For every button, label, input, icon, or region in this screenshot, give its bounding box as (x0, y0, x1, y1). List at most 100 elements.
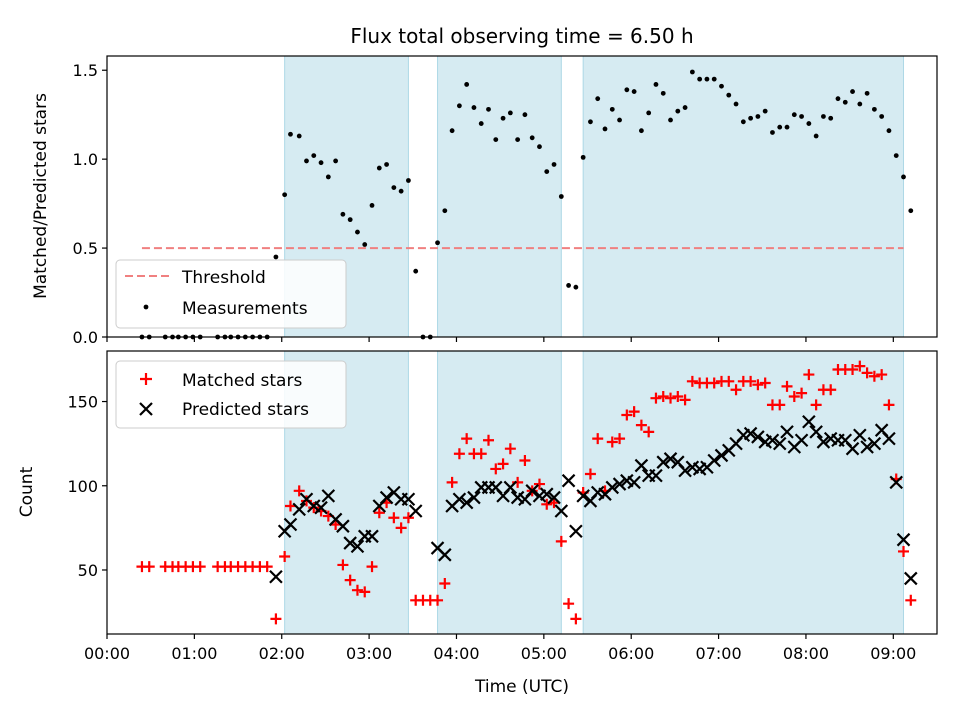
measurement-point (580, 154, 586, 160)
predicted-star-point (816, 435, 831, 449)
matched-star-point (366, 561, 378, 573)
measurement-point (471, 105, 477, 110)
measurement-point (311, 153, 317, 158)
observing-interval (582, 55, 905, 338)
matched-star-point (592, 433, 604, 445)
matched-star-point (759, 377, 771, 389)
matched-star-point (261, 561, 273, 573)
measurement-point (871, 106, 877, 112)
matched-star-point (504, 443, 516, 455)
matched-star-point (745, 375, 757, 387)
predicted-star-point (780, 425, 794, 439)
count-y-label: Count (17, 466, 37, 517)
matched-star-point (270, 613, 282, 625)
predicted-star-point (896, 532, 911, 547)
predicted-star-point (569, 524, 583, 539)
measurement-point (369, 202, 375, 208)
measurement-point (376, 165, 382, 171)
predicted-star-point (612, 477, 627, 491)
legend-threshold-label: Threshold (181, 268, 266, 288)
x-tick-label: 09:00 (870, 644, 916, 663)
measurement-point (273, 254, 279, 260)
matched-star-point (672, 390, 684, 402)
matched-star-point (606, 436, 618, 448)
y-tick-label: 50 (78, 561, 98, 580)
predicted-star-point (605, 480, 620, 495)
measurement-point (828, 115, 834, 121)
matched-star-point (621, 409, 633, 421)
matched-star-point (868, 370, 880, 382)
measurement-point (384, 162, 389, 167)
measurement-point (813, 133, 819, 139)
measurement-point (318, 160, 324, 166)
predicted-star-point (707, 453, 721, 468)
measurement-point (740, 119, 746, 125)
x-tick-label: 00:00 (84, 644, 130, 663)
measurement-point (304, 158, 309, 164)
ratio-y-axis: 0.0 0.5 1.0 1.5 (73, 61, 107, 347)
measurement-point (711, 76, 717, 82)
matched-star-point (665, 392, 677, 404)
matched-star-point (519, 454, 531, 466)
matched-star-point (730, 384, 742, 396)
legend-predicted-label: Predicted stars (182, 400, 309, 420)
measurement-point (486, 106, 491, 112)
predicted-star-point (656, 455, 671, 469)
matched-star-point (308, 502, 320, 514)
measurement-point (726, 92, 732, 98)
predicted-stars-series (269, 414, 918, 586)
predicted-star-point (765, 433, 780, 448)
measurement-point (857, 101, 863, 107)
matched-star-point (883, 399, 895, 411)
predicted-star-point (539, 487, 554, 501)
observing-interval (437, 55, 562, 338)
measurement-point (850, 89, 855, 94)
observing-intervals (284, 55, 905, 338)
y-tick-label: 0.5 (73, 239, 98, 258)
count-x-axis: 00:00 01:00 02:00 03:00 04:00 05:00 06:00 07:00… (84, 634, 916, 663)
measurement-point (901, 174, 906, 180)
measurement-point (886, 128, 892, 134)
measurement-point (806, 121, 812, 126)
matched-star-point (284, 500, 296, 512)
measurement-point (442, 208, 448, 214)
predicted-star-point (503, 480, 518, 495)
measurement-point (595, 96, 601, 102)
ratio-panel-frame (106, 55, 938, 338)
predicted-star-point (845, 441, 860, 456)
measurements-series (139, 69, 914, 340)
matched-star-point (788, 390, 800, 402)
x-axis-label: Time (UTC) (474, 677, 569, 697)
measurement-point (893, 153, 899, 158)
matched-star-point (402, 512, 414, 524)
matched-star-point (584, 468, 596, 480)
measurement-point (791, 112, 797, 118)
predicted-star-point (365, 529, 379, 544)
matched-star-point (279, 551, 291, 563)
matched-star-point (905, 594, 917, 606)
x-tick-label: 03:00 (346, 644, 392, 663)
x-tick-label: 04:00 (433, 644, 479, 663)
measurement-point (704, 76, 710, 82)
matched-star-point (453, 448, 465, 460)
matched-star-point (796, 387, 808, 399)
matched-star-point (650, 392, 662, 404)
matched-star-point (483, 434, 495, 446)
observing-interval (437, 350, 562, 635)
measurement-point (835, 96, 841, 102)
legend-measurements-label: Measurements (182, 299, 308, 319)
predicted-star-point (379, 490, 394, 505)
measurement-point (282, 192, 288, 198)
matched-star-point (541, 498, 553, 510)
matched-star-point (657, 390, 669, 402)
matched-star-point (194, 561, 206, 573)
measurement-point (602, 126, 608, 132)
x-tick-label: 02:00 (259, 644, 305, 663)
predicted-star-point (350, 539, 365, 554)
predicted-star-point (904, 571, 918, 586)
count-panel-frame (106, 350, 938, 635)
predicted-star-point (314, 500, 328, 515)
predicted-star-point (663, 452, 678, 466)
matched-star-point (461, 433, 473, 445)
